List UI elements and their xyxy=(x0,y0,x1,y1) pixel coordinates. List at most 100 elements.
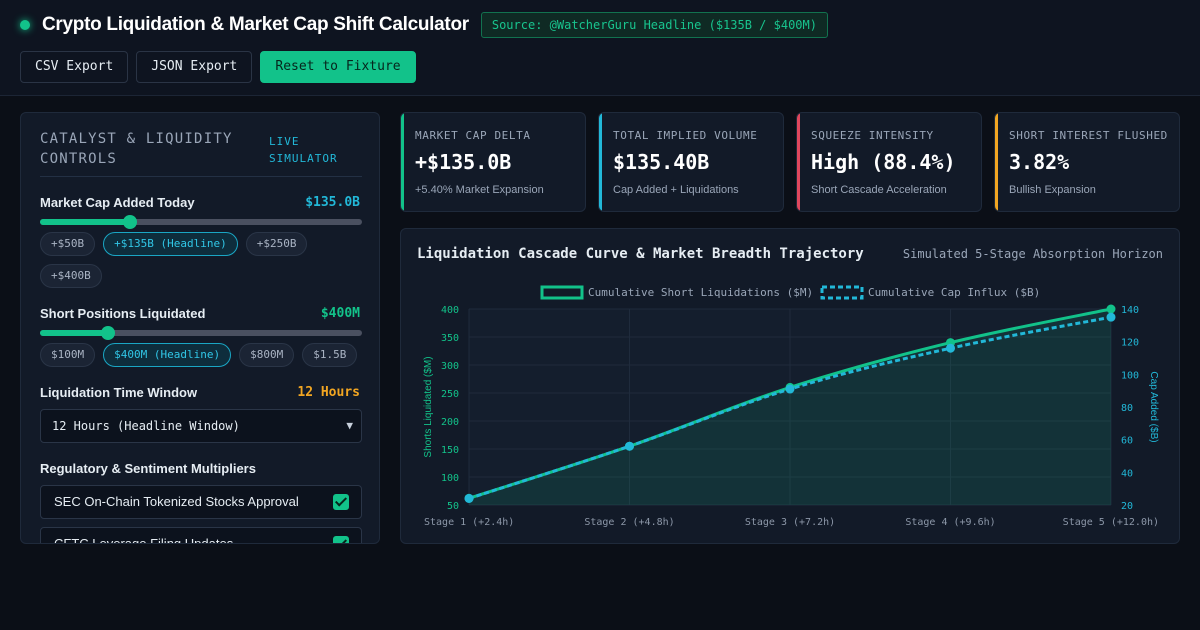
legend-swatch-liquidations xyxy=(540,285,584,300)
y2-tick-label: 80 xyxy=(1121,403,1133,414)
accent-bar xyxy=(599,113,602,211)
market-cap-slider[interactable] xyxy=(40,215,362,229)
market-cap-slider-fill xyxy=(40,219,131,225)
stat-value: 3.82% xyxy=(1009,150,1070,174)
y2-tick-label: 20 xyxy=(1121,501,1133,512)
short-liq-preset-chip[interactable]: $400M (Headline) xyxy=(103,343,232,367)
chevron-down-icon: ▼ xyxy=(346,419,353,432)
stat-card-market-cap-delta: MARKET CAP DELTA +$135.0B +5.40% Market … xyxy=(400,112,586,212)
x-tick-label: Stage 4 (+9.6h) xyxy=(905,517,995,528)
live-simulator-badge: LIVE SIMULATOR xyxy=(269,135,338,165)
liquidations-point xyxy=(1106,304,1116,314)
stat-sub: Bullish Expansion xyxy=(1009,184,1096,196)
cap-influx-point xyxy=(1106,312,1116,322)
stat-card-squeeze-intensity: SQUEEZE INTENSITY High (88.4%) Short Cas… xyxy=(796,112,982,212)
stat-value: $135.40B xyxy=(613,150,710,174)
stat-sub: Cap Added + Liquidations xyxy=(613,184,739,196)
reset-fixture-button[interactable]: Reset to Fixture xyxy=(260,51,416,83)
chart-panel: 50 100 150 200 250 300 350 400 20 40 60 80 100 120 140… xyxy=(400,228,1180,544)
accent-bar xyxy=(797,113,800,211)
y-tick-label: 350 xyxy=(441,333,459,344)
y-tick-label: 200 xyxy=(441,417,459,428)
x-tick-label: Stage 2 (+4.8h) xyxy=(584,517,674,528)
stat-card-total-volume: TOTAL IMPLIED VOLUME $135.40B Cap Added … xyxy=(598,112,784,212)
cascade-chart: 50 100 150 200 250 300 350 400 20 40 60 80 100 120 140… xyxy=(423,285,1159,528)
x-tick-label: Stage 3 (+7.2h) xyxy=(745,517,835,528)
csv-export-button[interactable]: CSV Export xyxy=(20,51,129,83)
source-badge: Source: @WatcherGuru Headline ($135B / $… xyxy=(480,12,828,38)
market-cap-preset-chip[interactable]: +$135B (Headline) xyxy=(103,232,238,256)
short-liq-slider[interactable] xyxy=(40,326,362,340)
time-window-select[interactable]: 12 Hours (Headline Window) ▼ xyxy=(40,409,362,443)
liquidations-area xyxy=(469,309,1111,505)
json-export-button[interactable]: JSON Export xyxy=(136,51,253,83)
stat-value: +$135.0B xyxy=(415,150,512,174)
legend-label-cap-influx: Cumulative Cap Influx ($B) xyxy=(868,286,1040,299)
x-tick-label: Stage 1 (+2.4h) xyxy=(424,517,514,528)
time-window-value: 12 Hours xyxy=(297,385,360,400)
stat-value: High (88.4%) xyxy=(811,150,956,174)
short-liq-presets: $100M $400M (Headline) $800M $1.5B xyxy=(40,343,370,367)
multipliers-label: Regulatory & Sentiment Multipliers xyxy=(40,461,256,476)
market-cap-preset-chip[interactable]: +$250B xyxy=(245,232,308,256)
short-liq-label: Short Positions Liquidated xyxy=(40,306,206,321)
multiplier-label: SEC On-Chain Tokenized Stocks Approval xyxy=(54,494,299,509)
y2-tick-label: 40 xyxy=(1121,468,1133,479)
y-axis-label: Shorts Liquidated ($M) xyxy=(423,356,434,457)
x-tick-label: Stage 5 (+12.0h) xyxy=(1063,517,1159,528)
short-liq-value: $400M xyxy=(320,306,360,321)
y-tick-label: 50 xyxy=(447,501,459,512)
stat-key: SHORT INTEREST FLUSHED xyxy=(1009,129,1168,142)
short-liq-preset-chip[interactable]: $800M xyxy=(239,343,295,367)
cap-influx-point xyxy=(785,384,795,394)
legend-swatch-cap-influx xyxy=(820,285,864,300)
chart-subtitle: Simulated 5-Stage Absorption Horizon xyxy=(902,247,1163,261)
accent-bar xyxy=(995,113,998,211)
stat-key: MARKET CAP DELTA xyxy=(415,129,531,142)
short-liq-slider-fill xyxy=(40,330,108,336)
y-tick-label: 150 xyxy=(441,445,459,456)
market-cap-label: Market Cap Added Today xyxy=(40,195,195,210)
chart-title: Liquidation Cascade Curve & Market Bread… xyxy=(417,246,864,262)
controls-panel-header: CATALYST & LIQUIDITY CONTROLS LIVE SIMUL… xyxy=(40,129,362,177)
controls-panel-title: CATALYST & LIQUIDITY CONTROLS xyxy=(40,131,233,167)
market-cap-value: $135.0B xyxy=(305,195,360,210)
time-window-selected: 12 Hours (Headline Window) xyxy=(52,419,240,433)
y2-tick-label: 100 xyxy=(1121,370,1139,381)
short-liq-preset-chip[interactable]: $1.5B xyxy=(302,343,358,367)
cap-influx-point xyxy=(946,343,955,353)
short-liq-slider-thumb[interactable] xyxy=(100,326,115,340)
stat-key: TOTAL IMPLIED VOLUME xyxy=(613,129,758,142)
legend-label-liquidations: Cumulative Short Liquidations ($M) xyxy=(588,286,813,299)
y2-tick-label: 120 xyxy=(1121,338,1139,349)
y-tick-label: 100 xyxy=(441,473,459,484)
status-dot-icon xyxy=(20,20,30,30)
stat-sub: Short Cascade Acceleration xyxy=(811,184,947,196)
stat-card-short-interest: SHORT INTEREST FLUSHED 3.82% Bullish Exp… xyxy=(994,112,1180,212)
stat-sub: +5.40% Market Expansion xyxy=(415,184,544,196)
market-cap-slider-thumb[interactable] xyxy=(123,215,138,229)
multiplier-toggle-cftc[interactable]: CFTC Leverage Filing Updates xyxy=(40,527,362,544)
y2-axis-label: Cap Added ($B) xyxy=(1148,371,1159,442)
time-window-label: Liquidation Time Window xyxy=(40,385,198,400)
title-row: Crypto Liquidation & Market Cap Shift Ca… xyxy=(20,12,828,38)
accent-bar xyxy=(401,113,404,211)
multiplier-toggle-sec[interactable]: SEC On-Chain Tokenized Stocks Approval xyxy=(40,485,362,519)
cap-influx-point xyxy=(625,441,634,451)
app-header: Crypto Liquidation & Market Cap Shift Ca… xyxy=(0,0,1200,96)
market-cap-preset-chip[interactable]: +$50B xyxy=(40,232,96,256)
y2-tick-label: 140 xyxy=(1121,305,1139,316)
y2-tick-label: 60 xyxy=(1121,436,1133,447)
checkbox-checked-icon[interactable] xyxy=(333,536,349,543)
toolbar: CSV Export JSON Export Reset to Fixture xyxy=(20,51,416,83)
market-cap-preset-chip[interactable]: +$400B xyxy=(40,264,102,288)
multiplier-label: CFTC Leverage Filing Updates xyxy=(54,536,234,544)
stat-key: SQUEEZE INTENSITY xyxy=(811,129,934,142)
short-liq-preset-chip[interactable]: $100M xyxy=(40,343,96,367)
controls-panel: CATALYST & LIQUIDITY CONTROLS LIVE SIMUL… xyxy=(20,112,380,544)
cap-influx-point xyxy=(464,493,474,503)
checkbox-checked-icon[interactable] xyxy=(333,494,349,510)
y-tick-label: 400 xyxy=(441,305,459,316)
y-tick-label: 250 xyxy=(441,389,459,400)
market-cap-presets: +$50B +$135B (Headline) +$250B +$400B xyxy=(40,232,370,288)
